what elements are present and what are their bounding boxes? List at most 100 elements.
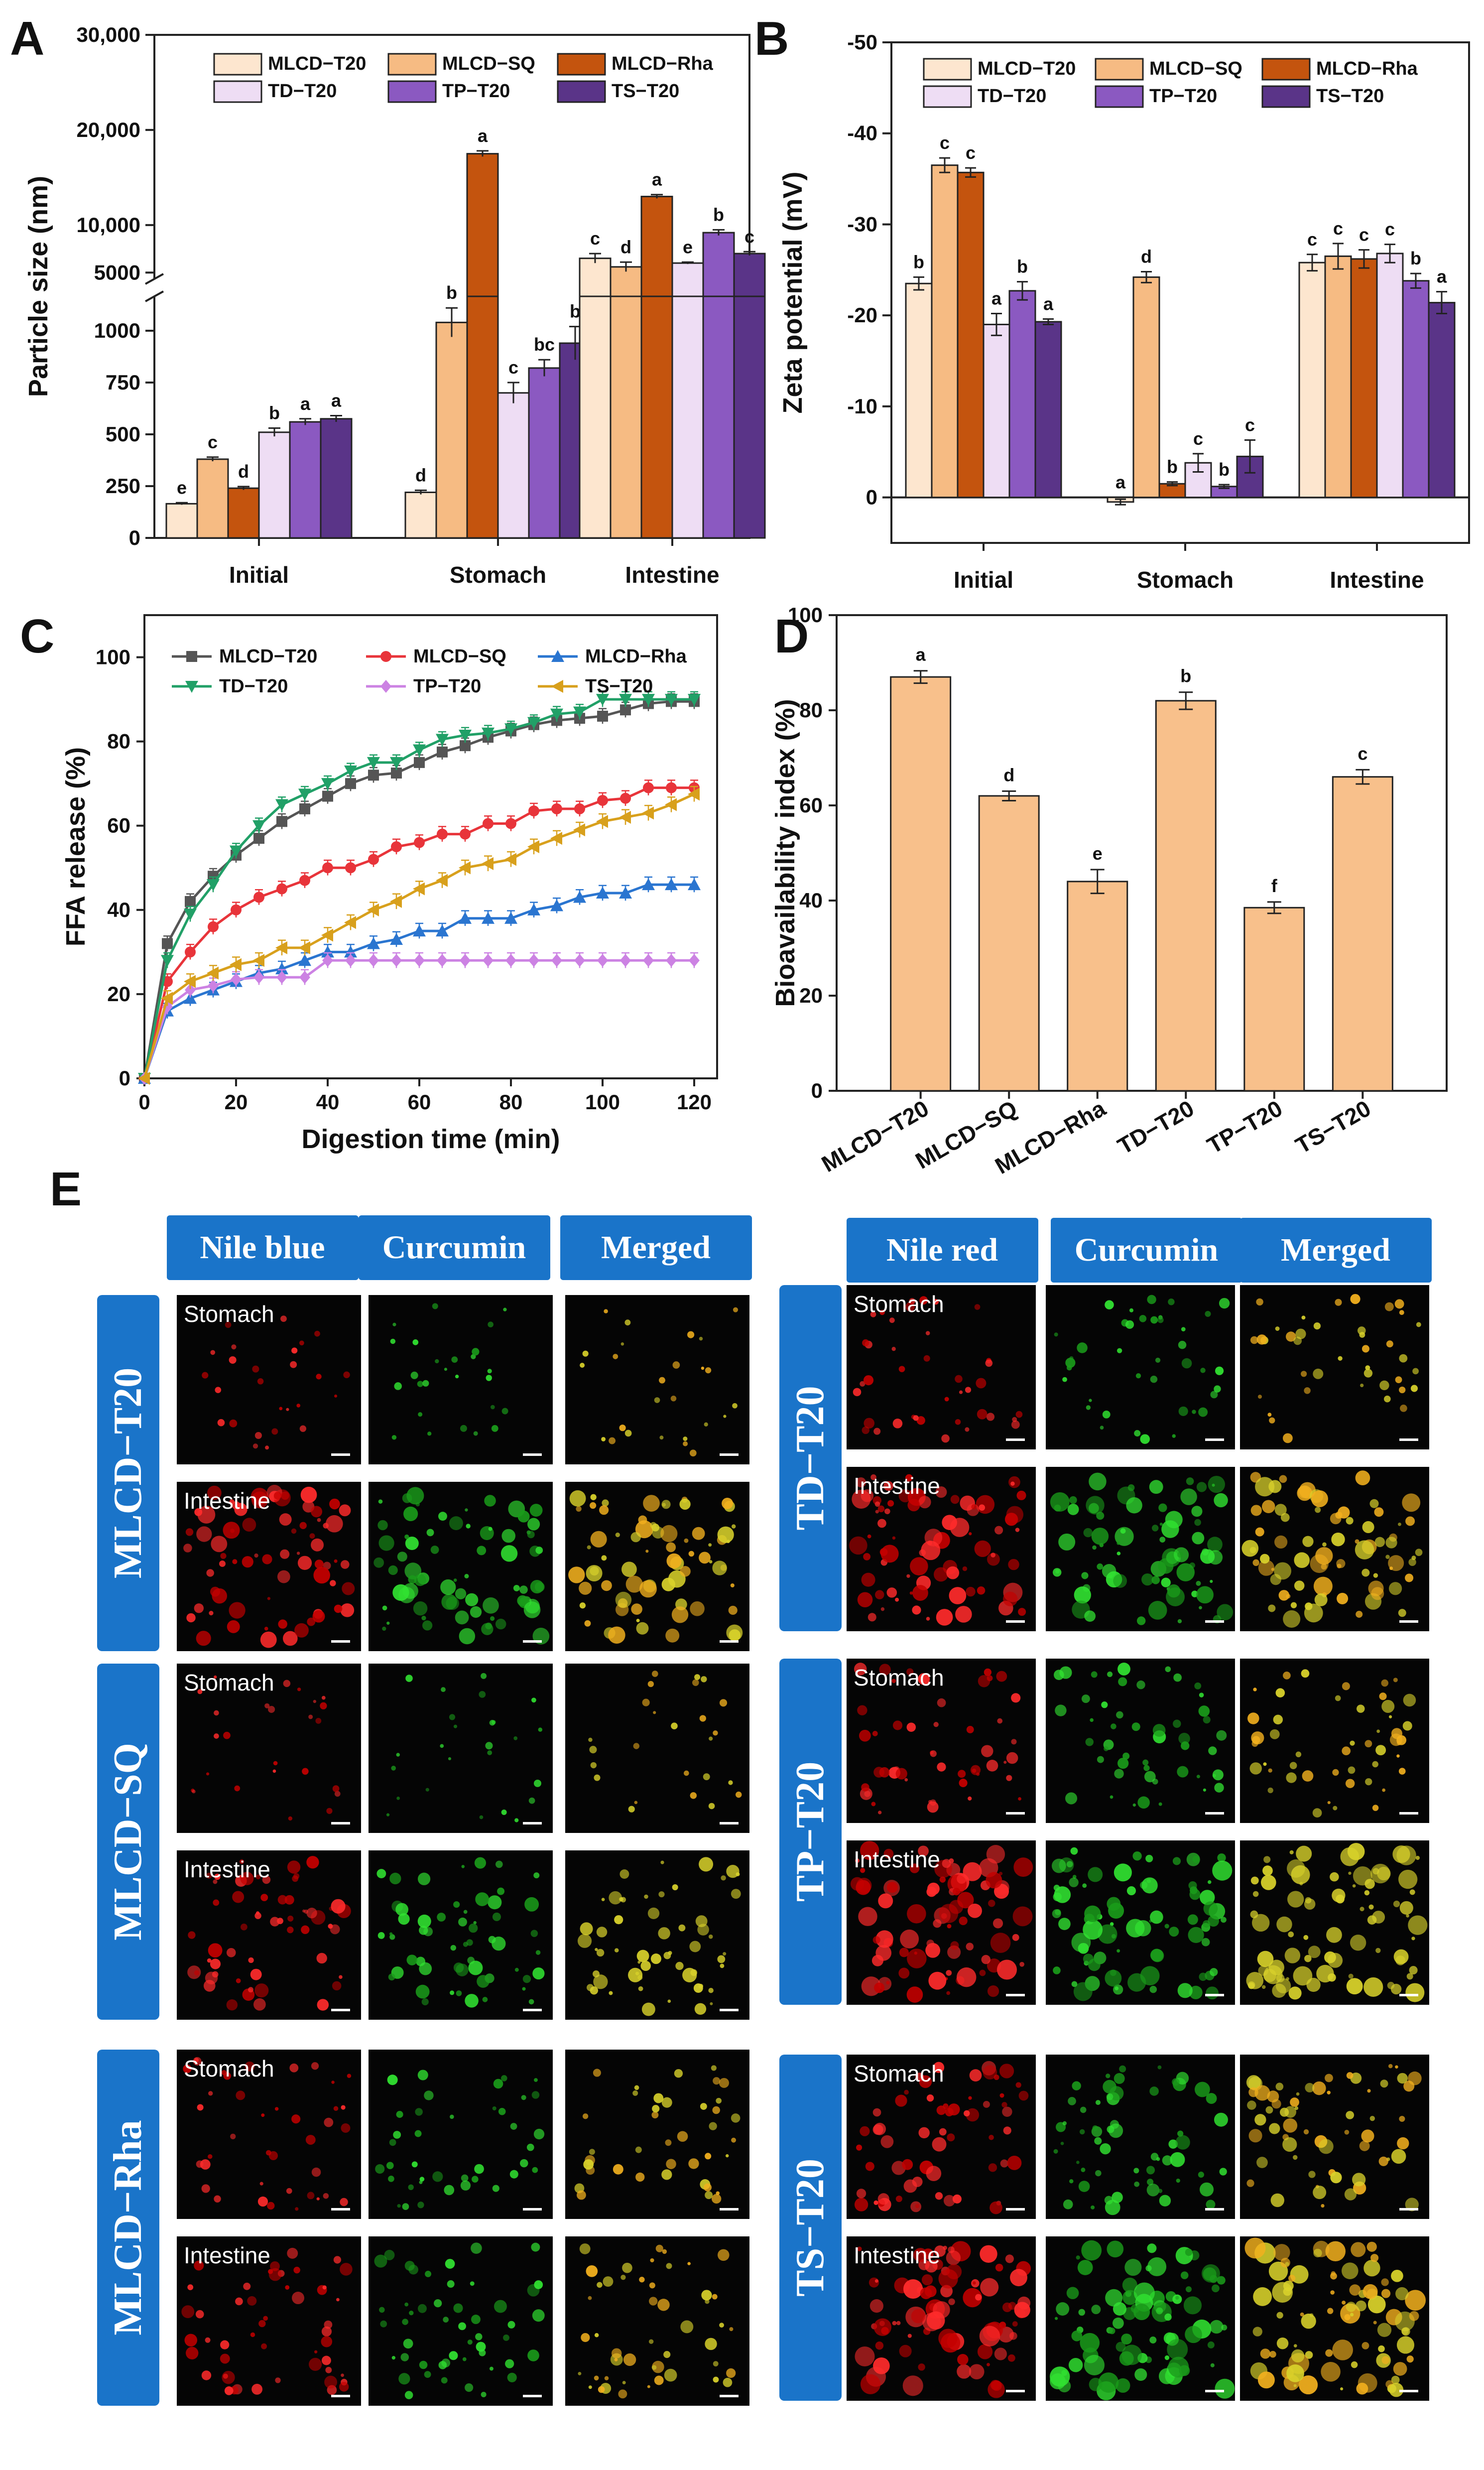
- fluorescent-particle: [530, 1930, 538, 1937]
- fluorescent-particle: [257, 1378, 264, 1385]
- micrograph-image: Stomach: [177, 1295, 361, 1464]
- fluorescent-particle: [214, 2195, 221, 2203]
- fluorescent-particle: [412, 1339, 419, 1345]
- fluorescent-particle: [871, 1954, 883, 1966]
- fluorescent-particle: [425, 1788, 429, 1792]
- fluorescent-particle: [856, 2189, 866, 2199]
- panel-letter-e: E: [50, 1163, 82, 1216]
- scale-bar: [1006, 1812, 1025, 1815]
- fluorescent-particle: [214, 1873, 221, 1880]
- fluorescent-particle: [1196, 1482, 1207, 1492]
- fluorescent-particle: [1305, 2082, 1315, 2092]
- fluorescent-particle: [1382, 1788, 1386, 1792]
- y-tick-label: 60: [799, 793, 823, 817]
- fluorescent-particle: [983, 2065, 997, 2080]
- fluorescent-particle: [273, 1492, 282, 1500]
- fluorescent-particle: [1071, 1933, 1091, 1952]
- fluorescent-particle: [1377, 2323, 1392, 2337]
- data-point: [276, 816, 287, 827]
- fluorescent-particle: [907, 1904, 926, 1924]
- significance-label: b: [913, 252, 924, 272]
- scale-bar: [1205, 1438, 1224, 1441]
- fluorescent-particle: [1147, 2257, 1167, 2276]
- fluorescent-particle: [339, 1975, 343, 1979]
- fluorescent-particle: [285, 2285, 290, 2290]
- fluorescent-particle: [975, 2294, 982, 2301]
- fluorescent-particle: [1105, 2074, 1111, 2079]
- fluorescent-particle: [599, 1505, 609, 1515]
- fluorescent-particle: [671, 1606, 689, 1623]
- category-label: MLCD−T20: [817, 1095, 933, 1177]
- fluorescent-particle: [470, 2281, 475, 2286]
- data-point: [596, 887, 609, 899]
- fluorescent-particle: [672, 1361, 680, 1369]
- fluorescent-particle: [1139, 1315, 1147, 1322]
- fluorescent-particle: [1069, 1356, 1074, 1360]
- data-point: [345, 778, 356, 789]
- fluorescent-particle: [1276, 1974, 1285, 1982]
- fluorescent-particle: [687, 1331, 695, 1338]
- fluorescent-particle: [926, 2094, 934, 2102]
- fluorescent-particle: [1149, 2086, 1159, 2096]
- fluorescent-particle: [444, 2185, 455, 2196]
- significance-label: e: [1093, 843, 1103, 864]
- fluorescent-particle: [1369, 2116, 1375, 2121]
- fluorescent-particle: [939, 1876, 946, 1883]
- fluorescent-particle: [389, 1932, 393, 1936]
- fluorescent-particle: [488, 1321, 494, 1327]
- fluorescent-particle: [1244, 2237, 1266, 2259]
- fluorescent-particle: [1146, 2179, 1154, 2186]
- fluorescent-particle: [704, 1422, 708, 1427]
- fluorescent-particle: [1137, 1796, 1150, 1809]
- data-point: [550, 708, 563, 721]
- row-label-box: [97, 2050, 159, 2406]
- fluorescent-particle: [424, 2090, 434, 2100]
- fluorescent-particle: [503, 1307, 507, 1311]
- fluorescent-particle: [650, 1953, 661, 1964]
- fluorescent-particle: [251, 2383, 263, 2395]
- micrograph-image: [369, 1482, 553, 1651]
- fluorescent-particle: [994, 1526, 1003, 1535]
- fluorescent-particle: [1208, 1550, 1223, 1565]
- fluorescent-particle: [1350, 1294, 1360, 1304]
- fluorescent-particle: [1206, 1986, 1219, 2000]
- fluorescent-particle: [295, 2207, 299, 2211]
- fluorescent-particle: [1149, 1480, 1163, 1494]
- significance-label: b: [1167, 457, 1178, 477]
- category-label: Initial: [229, 562, 289, 588]
- fluorescent-particle: [909, 1591, 913, 1595]
- y-tick-label: 100: [96, 646, 130, 669]
- fluorescent-particle: [1011, 1420, 1020, 1429]
- fluorescent-particle: [1416, 1322, 1421, 1327]
- micrograph-image: [565, 2050, 749, 2219]
- fluorescent-particle: [863, 1553, 871, 1560]
- fluorescent-particle: [864, 1418, 875, 1429]
- fluorescent-particle: [1018, 2090, 1029, 2101]
- fluorescent-particle: [1066, 1365, 1072, 1371]
- fluorescent-particle: [1196, 1586, 1214, 1604]
- fluorescent-particle: [1284, 1948, 1301, 1963]
- bar: [640, 278, 673, 539]
- fluorescent-particle: [210, 1958, 221, 1969]
- data-point: [573, 891, 586, 903]
- fluorescent-particle: [1409, 1966, 1418, 1975]
- fluorescent-particle: [1164, 2355, 1170, 2360]
- fluorescent-particle: [1342, 2262, 1359, 2279]
- plot-frame: [836, 614, 1448, 1092]
- fluorescent-particle: [674, 2069, 683, 2078]
- fluorescent-particle: [1134, 2368, 1147, 2381]
- fluorescent-particle: [1058, 1533, 1076, 1551]
- fluorescent-particle: [222, 2370, 235, 2384]
- fluorescent-particle: [661, 2169, 672, 2180]
- y-tick-label: 20,000: [77, 118, 140, 141]
- significance-label: d: [1003, 765, 1014, 785]
- fluorescent-particle: [279, 1513, 292, 1526]
- fluorescent-particle: [615, 1532, 620, 1538]
- fluorescent-particle: [1350, 1740, 1355, 1746]
- fluorescent-particle: [886, 1882, 898, 1893]
- fluorescent-particle: [1202, 1548, 1209, 1556]
- fluorescent-particle: [279, 1407, 283, 1411]
- fluorescent-particle: [959, 1390, 963, 1394]
- data-point: [504, 723, 517, 736]
- fluorescent-particle: [277, 1570, 290, 1583]
